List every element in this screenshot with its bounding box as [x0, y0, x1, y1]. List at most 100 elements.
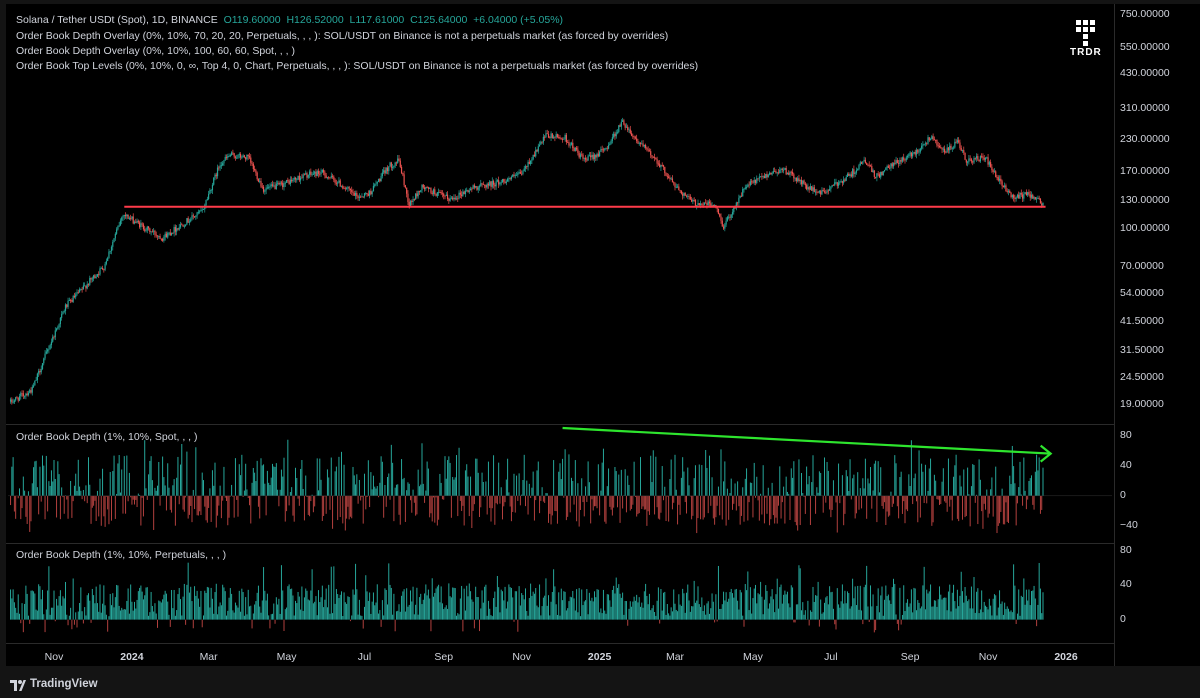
perp-depth-bar	[949, 584, 951, 620]
spot-depth-bar	[118, 455, 120, 496]
candle-body	[772, 171, 774, 173]
perp-depth-pane-title[interactable]: Order Book Depth (1%, 10%, Perpetuals, ,…	[16, 549, 227, 561]
perp-depth-bar	[847, 591, 848, 620]
candle-body	[126, 214, 128, 217]
perp-depth-bar	[197, 598, 199, 620]
pane-separator[interactable]	[6, 424, 1114, 425]
candle-body	[109, 250, 111, 252]
spot-depth-bar	[847, 476, 848, 496]
perp-depth-bar	[1024, 604, 1026, 620]
spot-depth-bar	[334, 471, 336, 496]
indicator-legend-overlay-1[interactable]: Order Book Depth Overlay (0%, 10%, 70, 2…	[16, 30, 669, 42]
candle-body	[61, 314, 63, 318]
perp-depth-bar	[1042, 592, 1044, 620]
candle-body	[193, 216, 196, 218]
spot-depth-bar	[76, 490, 78, 496]
spot-depth-bar	[518, 473, 520, 496]
candle-body	[413, 199, 415, 200]
indicator-legend-overlay-2[interactable]: Order Book Depth Overlay (0%, 10%, 100, …	[16, 45, 295, 57]
candle-body	[545, 133, 547, 138]
candle-body	[922, 144, 924, 146]
candle-body	[757, 178, 759, 180]
perp-depth-bar	[845, 603, 847, 620]
candle-body	[912, 153, 914, 157]
spot-depth-bar	[592, 495, 594, 511]
spot-depth-bar	[165, 495, 167, 511]
spot-depth-bar	[881, 495, 883, 506]
perp-depth-bar	[551, 591, 553, 620]
perp-depth-bar	[218, 606, 220, 620]
perp-depth-bar	[99, 584, 101, 620]
spot-depth-bar	[260, 458, 262, 496]
spot-depth-bar	[378, 495, 380, 498]
perp-depth-bar	[694, 602, 696, 620]
candle-body	[250, 157, 252, 163]
indicator-legend-top-levels[interactable]: Order Book Top Levels (0%, 10%, 0, ∞, To…	[16, 60, 699, 72]
spot-depth-bar	[502, 495, 503, 520]
candle-body	[94, 275, 96, 278]
spot-depth-bar	[917, 495, 919, 523]
spot-depth-bar	[553, 460, 555, 496]
spot-depth-pane-title[interactable]: Order Book Depth (1%, 10%, Spot, , , )	[16, 431, 198, 443]
spot-depth-bar	[66, 495, 68, 500]
candle-body	[530, 160, 532, 165]
perp-depth-bar	[995, 595, 997, 620]
spot-depth-bar	[700, 495, 702, 520]
candle-body	[508, 178, 510, 180]
perp-depth-bar	[324, 599, 326, 620]
candle-body	[735, 202, 737, 209]
spot-depth-bar	[818, 471, 820, 496]
spot-depth-bar	[130, 495, 132, 498]
candle-body	[982, 156, 984, 158]
perp-depth-bar	[710, 608, 712, 620]
candle-body	[867, 164, 869, 166]
plot-area[interactable]	[6, 4, 1114, 666]
perp-depth-bar	[730, 588, 732, 620]
spot-depth-bar	[908, 474, 910, 496]
candle-body	[155, 234, 157, 236]
perp-depth-bar	[390, 587, 392, 620]
perp-depth-bar	[164, 590, 166, 620]
candle-body	[114, 233, 116, 239]
candle-body	[574, 147, 576, 151]
spot-depth-bar	[815, 495, 817, 514]
spot-depth-bar	[562, 458, 564, 496]
candle-body	[896, 160, 898, 164]
spot-depth-bar	[102, 468, 104, 496]
perp-depth-bar	[88, 593, 89, 620]
spot-depth-bar	[624, 469, 626, 496]
candle-body	[119, 220, 122, 226]
spot-depth-bar	[380, 456, 382, 496]
perp-depth-bar	[259, 606, 261, 620]
candle-body	[905, 157, 907, 161]
pane-separator[interactable]	[6, 543, 1114, 544]
perp-depth-bar	[508, 584, 510, 620]
candle-body	[269, 186, 271, 188]
perp-depth-bar	[941, 599, 943, 620]
candle-body	[535, 149, 537, 157]
price-axis[interactable]	[1114, 4, 1200, 666]
candle-body	[645, 144, 647, 148]
spot-depth-bar	[776, 495, 778, 524]
candle-body	[208, 193, 210, 200]
perp-depth-bar	[65, 581, 66, 620]
candle-body	[116, 229, 118, 234]
candle-body	[242, 155, 244, 158]
candle-body	[219, 165, 221, 168]
candle-body	[113, 238, 115, 242]
spot-depth-bar	[240, 475, 242, 496]
spot-depth-bar	[645, 495, 647, 510]
spot-depth-bar	[844, 495, 846, 514]
spot-depth-bar	[509, 495, 511, 507]
perp-depth-bar	[280, 565, 282, 620]
perp-depth-bar	[549, 615, 551, 620]
perp-depth-bar	[783, 594, 785, 620]
tradingview-brand[interactable]: TradingView	[30, 678, 98, 690]
candle-body	[841, 181, 843, 183]
perp-depth-bar	[160, 602, 162, 620]
candle-body	[24, 395, 26, 397]
perp-depth-bar	[825, 597, 827, 620]
candle-body	[288, 181, 290, 185]
symbol-legend[interactable]: Solana / Tether USDt (Spot), 1D, BINANCE…	[16, 14, 563, 26]
